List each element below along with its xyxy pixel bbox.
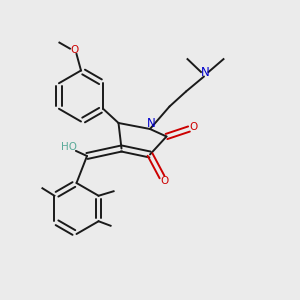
Text: O: O — [160, 176, 169, 187]
Text: N: N — [147, 117, 156, 130]
Text: O: O — [70, 45, 79, 55]
Text: N: N — [201, 66, 210, 80]
Text: O: O — [189, 122, 198, 133]
Text: HO: HO — [61, 142, 77, 152]
